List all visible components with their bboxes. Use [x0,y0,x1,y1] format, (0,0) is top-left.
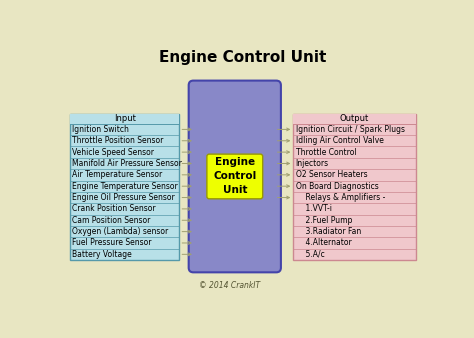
Text: O2 Sensor Heaters: O2 Sensor Heaters [296,170,367,179]
Bar [70,114,179,260]
Text: Throttle Position Sensor: Throttle Position Sensor [73,136,164,145]
Text: On Board Diagnostics: On Board Diagnostics [296,182,378,191]
Text: Ignition Circuit / Spark Plugs: Ignition Circuit / Spark Plugs [296,125,405,134]
Text: Vehicle Speed Sensor: Vehicle Speed Sensor [73,148,155,156]
Bar [293,114,416,260]
Text: Cam Position Sensor: Cam Position Sensor [73,216,151,225]
Text: Ignition Switch: Ignition Switch [73,125,129,134]
Text: 1.VVT-i: 1.VVT-i [296,204,332,213]
Text: Engine Control Unit: Engine Control Unit [159,50,327,65]
Text: Fuel Pressure Sensor: Fuel Pressure Sensor [73,239,152,247]
Text: Air Temperature Sensor: Air Temperature Sensor [73,170,163,179]
Text: Crank Position Sensor: Crank Position Sensor [73,204,156,213]
Text: Manifold Air Pressure Sensor: Manifold Air Pressure Sensor [73,159,182,168]
Text: 4.Alternator: 4.Alternator [296,239,351,247]
Text: Relays & Amplifiers -: Relays & Amplifiers - [296,193,385,202]
Text: 5.A/c: 5.A/c [296,250,324,259]
Text: Output: Output [340,114,369,123]
FancyBboxPatch shape [207,154,263,199]
Text: © 2014 CrankIT: © 2014 CrankIT [199,281,260,290]
Text: Engine Oil Pressure Sensor: Engine Oil Pressure Sensor [73,193,175,202]
FancyBboxPatch shape [189,80,281,272]
Text: Oxygen (Lambda) sensor: Oxygen (Lambda) sensor [73,227,169,236]
Text: Input: Input [114,114,136,123]
Bar [70,114,179,124]
Text: Battery Voltage: Battery Voltage [73,250,132,259]
Text: Engine Temperature Sensor: Engine Temperature Sensor [73,182,178,191]
Text: Throttle Control: Throttle Control [296,148,356,156]
Bar [293,114,416,124]
Text: Idling Air Control Valve: Idling Air Control Valve [296,136,383,145]
Text: 2.Fuel Pump: 2.Fuel Pump [296,216,352,225]
Text: Engine
Control
Unit: Engine Control Unit [213,158,256,195]
Text: Injectors: Injectors [296,159,329,168]
Text: 3.Radiator Fan: 3.Radiator Fan [296,227,361,236]
